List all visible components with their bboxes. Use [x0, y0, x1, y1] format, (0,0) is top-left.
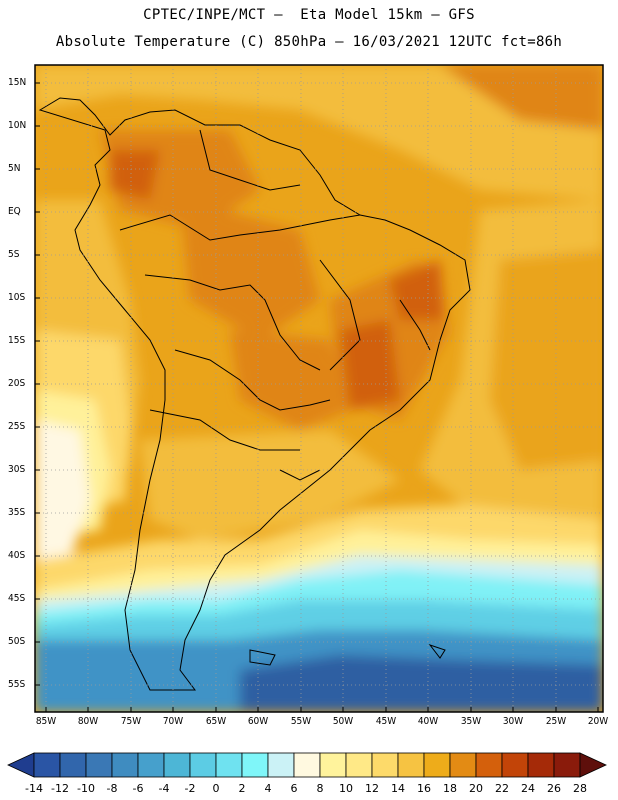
colorbar-label: 16 — [417, 782, 431, 795]
colorbar-label: 8 — [316, 782, 324, 795]
lon-label: 30W — [502, 716, 524, 727]
colorbar-max-arrow — [579, 752, 607, 778]
lat-label: 35S — [8, 507, 26, 518]
lon-label: 55W — [290, 716, 312, 727]
colorbar-cell — [33, 752, 61, 778]
colorbar-label: -10 — [77, 782, 95, 795]
lat-label: 20S — [8, 378, 26, 389]
colorbar-cell — [345, 752, 373, 778]
lon-label: 75W — [120, 716, 142, 727]
lon-label: 25W — [545, 716, 567, 727]
lon-label: 60W — [247, 716, 269, 727]
colorbar-label: -12 — [51, 782, 69, 795]
colorbar-label: 10 — [339, 782, 353, 795]
colorbar-label: 0 — [212, 782, 220, 795]
lon-label: 65W — [205, 716, 227, 727]
colorbar-cell — [59, 752, 87, 778]
colorbar-label: -4 — [158, 782, 170, 795]
colorbar-label: -2 — [184, 782, 196, 795]
colorbar-label: 4 — [264, 782, 272, 795]
colorbar-label: -14 — [25, 782, 43, 795]
colorbar-cell — [293, 752, 321, 778]
colorbar-cell — [397, 752, 425, 778]
temperature-field — [35, 65, 603, 712]
colorbar-label: 22 — [495, 782, 509, 795]
graticule — [35, 65, 603, 712]
lat-label: 40S — [8, 550, 26, 561]
colorbar-cell — [553, 752, 581, 778]
lat-label: 5N — [8, 163, 21, 174]
colorbar-cell — [319, 752, 347, 778]
map-border — [34, 64, 604, 713]
lon-label: 45W — [375, 716, 397, 727]
colorbar-label: -6 — [132, 782, 144, 795]
lat-label: 25S — [8, 421, 26, 432]
temperature-map — [34, 64, 604, 713]
lon-label: 50W — [332, 716, 354, 727]
lat-label: 10N — [8, 120, 27, 131]
colorbar-cell — [215, 752, 243, 778]
colorbar-cell — [501, 752, 529, 778]
colorbar-label: 6 — [290, 782, 298, 795]
colorbar-label: 26 — [547, 782, 561, 795]
map-subtitle: Absolute Temperature (C) 850hPa – 16/03/… — [55, 34, 563, 50]
colorbar-label: 14 — [391, 782, 405, 795]
colorbar-label: 18 — [443, 782, 457, 795]
colorbar-cell — [241, 752, 269, 778]
colorbar-cell — [371, 752, 399, 778]
colorbar-cell — [475, 752, 503, 778]
lat-label: 15S — [8, 335, 26, 346]
colorbar-cell — [527, 752, 555, 778]
lat-label: 55S — [8, 679, 26, 690]
lat-label: 10S — [8, 292, 26, 303]
lon-label: 80W — [77, 716, 99, 727]
lon-label: 70W — [162, 716, 184, 727]
lon-label: 35W — [460, 716, 482, 727]
colorbar-min-arrow — [7, 752, 35, 778]
lat-label: 50S — [8, 636, 26, 647]
colorbar-label: 2 — [238, 782, 246, 795]
lon-label: 40W — [417, 716, 439, 727]
colorbar-label: 24 — [521, 782, 535, 795]
coastline — [38, 97, 471, 691]
colorbar-cell — [111, 752, 139, 778]
colorbar-cell — [267, 752, 295, 778]
lon-label: 20W — [587, 716, 609, 727]
colorbar-label: 12 — [365, 782, 379, 795]
map-title: CPTEC/INPE/MCT – Eta Model 15km – GFS — [143, 7, 475, 23]
lat-label: 15N — [8, 77, 27, 88]
lon-label: 85W — [35, 716, 57, 727]
lat-label: EQ — [8, 206, 21, 217]
colorbar-cell — [85, 752, 113, 778]
colorbar-cell — [449, 752, 477, 778]
colorbar-cell — [163, 752, 191, 778]
lat-label: 45S — [8, 593, 26, 604]
colorbar-label: 20 — [469, 782, 483, 795]
colorbar-label: -8 — [106, 782, 118, 795]
lat-label: 5S — [8, 249, 20, 260]
lat-label: 30S — [8, 464, 26, 475]
axis-ticks — [35, 82, 599, 712]
colorbar-cell — [423, 752, 451, 778]
colorbar-cell — [137, 752, 165, 778]
colorbar-cell — [189, 752, 217, 778]
colorbar-label: 28 — [573, 782, 587, 795]
colorbar — [7, 752, 607, 778]
